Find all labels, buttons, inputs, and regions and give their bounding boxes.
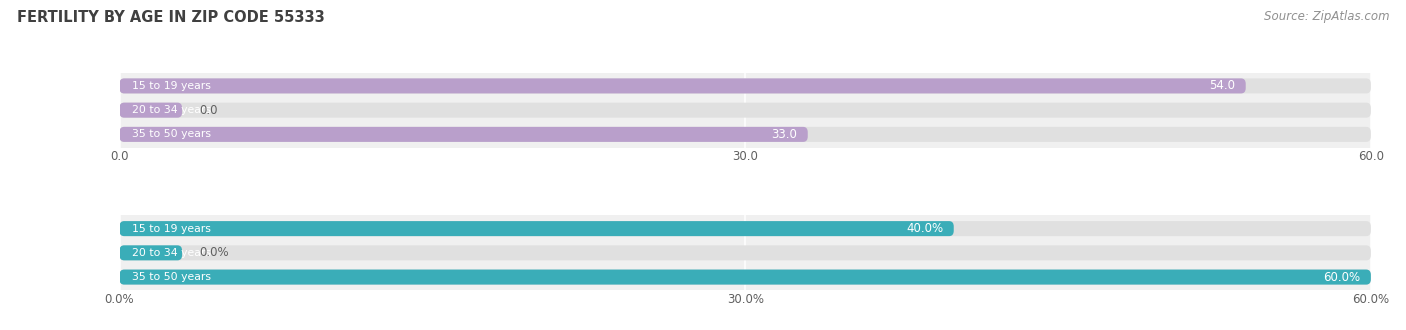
Text: FERTILITY BY AGE IN ZIP CODE 55333: FERTILITY BY AGE IN ZIP CODE 55333 <box>17 10 325 25</box>
Text: 15 to 19 years: 15 to 19 years <box>132 81 211 91</box>
FancyBboxPatch shape <box>120 270 1371 284</box>
FancyBboxPatch shape <box>120 127 1371 142</box>
Text: 40.0%: 40.0% <box>907 222 943 235</box>
Text: 60.0%: 60.0% <box>1323 271 1361 283</box>
Text: 20 to 34 years: 20 to 34 years <box>132 248 211 258</box>
FancyBboxPatch shape <box>120 79 1371 93</box>
FancyBboxPatch shape <box>120 79 1246 93</box>
Text: 54.0: 54.0 <box>1209 80 1236 92</box>
Text: Source: ZipAtlas.com: Source: ZipAtlas.com <box>1264 10 1389 23</box>
Text: 0.0: 0.0 <box>198 104 218 116</box>
FancyBboxPatch shape <box>120 103 183 118</box>
FancyBboxPatch shape <box>120 245 183 260</box>
FancyBboxPatch shape <box>120 245 1371 260</box>
Text: 33.0: 33.0 <box>772 128 797 141</box>
Text: 15 to 19 years: 15 to 19 years <box>132 224 211 234</box>
FancyBboxPatch shape <box>120 221 953 236</box>
Text: 35 to 50 years: 35 to 50 years <box>132 129 211 139</box>
FancyBboxPatch shape <box>120 221 1371 236</box>
Text: 0.0%: 0.0% <box>198 247 228 259</box>
FancyBboxPatch shape <box>120 127 807 142</box>
Text: 20 to 34 years: 20 to 34 years <box>132 105 211 115</box>
FancyBboxPatch shape <box>120 270 1371 284</box>
FancyBboxPatch shape <box>120 103 1371 118</box>
Text: 35 to 50 years: 35 to 50 years <box>132 272 211 282</box>
